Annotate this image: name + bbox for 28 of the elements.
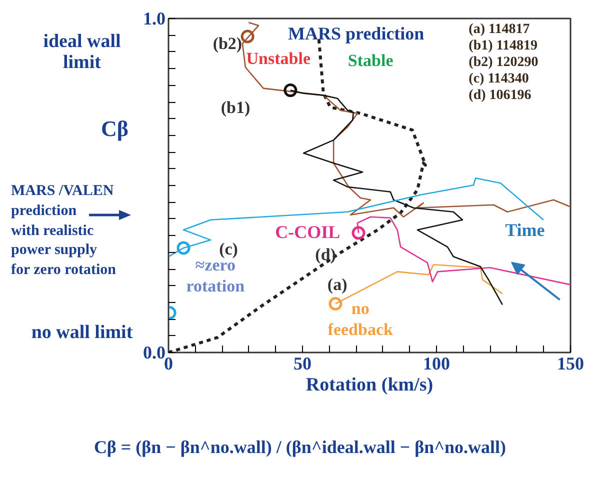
text: Cβ = (βn − βn^no.wall) / (βn^ideal.wall − βn^no.wall) <box>92 436 508 459</box>
text: ideal wall limit <box>42 31 122 74</box>
point <box>352 226 366 240</box>
y-tick-label: 1.0 <box>143 8 166 28</box>
x-tick-label: 50 <box>294 354 312 374</box>
annotation: Stable <box>348 50 394 70</box>
x-axis-title: Rotation (km/s) <box>306 374 434 396</box>
annotation: (b1) <box>220 98 250 117</box>
annotation: Unstable <box>246 49 311 68</box>
text: MARS /VALEN prediction with realistic power supply for zero rotation <box>11 182 116 280</box>
annotation: C-COIL <box>275 222 340 242</box>
annotation: no feedback <box>328 299 394 340</box>
annotation: Time <box>505 220 545 240</box>
annotation: (a) 114817 (b1) 114819 (b2) 120290 (c) 114340 (d) 106196 <box>468 22 538 103</box>
point <box>328 296 342 310</box>
text: no wall limit <box>30 322 134 344</box>
x-tick-label: 0 <box>164 354 173 374</box>
annotation: MARS prediction <box>288 24 424 44</box>
annotation: (b2) <box>212 34 242 54</box>
x-tick-label: 100 <box>423 354 450 374</box>
y-axis-title: Cβ <box>101 115 128 143</box>
point <box>284 84 298 98</box>
x-tick-label: 150 <box>557 354 584 374</box>
annotation: (a) <box>327 275 348 294</box>
annotation: (c) <box>219 239 238 258</box>
point <box>240 30 254 44</box>
y-tick-label: 0.0 <box>143 342 166 362</box>
annotation: (d) <box>315 245 336 264</box>
